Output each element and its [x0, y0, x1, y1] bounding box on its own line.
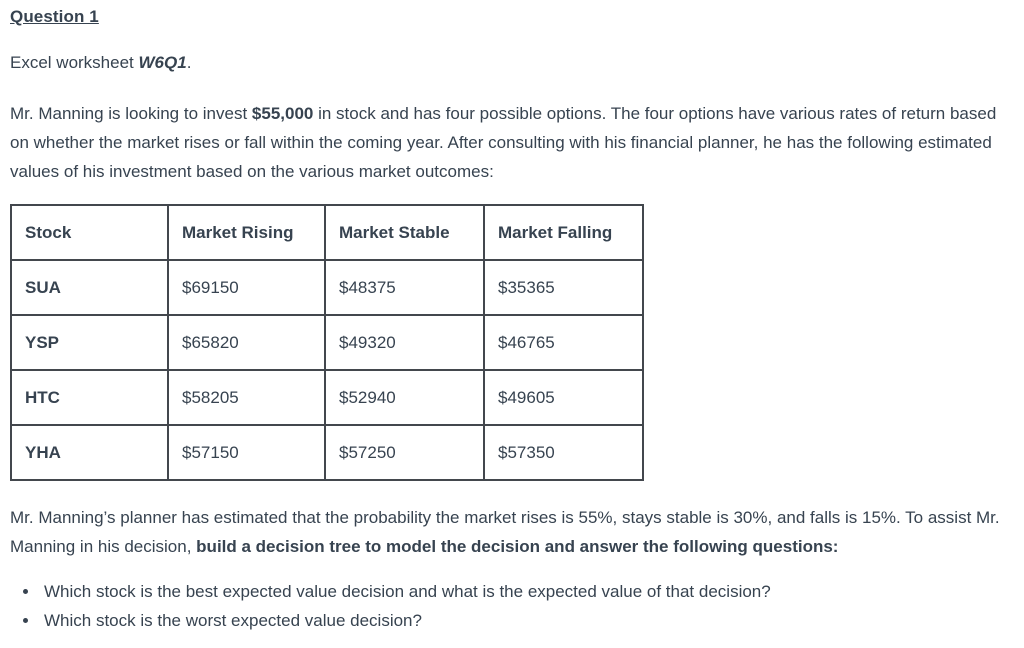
worksheet-name: W6Q1: [138, 53, 187, 72]
stock-name-cell: HTC: [10, 369, 169, 426]
question-item: Which stock is the worst expected value …: [40, 606, 1014, 635]
intro-paragraph: Mr. Manning is looking to invest $55,000…: [10, 99, 1014, 186]
column-header-market-rising: Market Rising: [167, 204, 326, 261]
value-cell: $49320: [324, 314, 485, 371]
column-header-market-falling: Market Falling: [483, 204, 644, 261]
column-header-stock: Stock: [10, 204, 169, 261]
stock-values-table: Stock Market Rising Market Stable Market…: [10, 204, 644, 481]
value-cell: $65820: [167, 314, 326, 371]
intro-text-end: in stock and has four possible options. …: [10, 104, 997, 181]
probability-paragraph: Mr. Manning’s planner has estimated that…: [10, 503, 1014, 561]
table-row: YSP $65820 $49320 $46765: [10, 314, 644, 371]
table-header-row: Stock Market Rising Market Stable Market…: [10, 204, 644, 261]
value-cell: $46765: [483, 314, 644, 371]
task-instruction: build a decision tree to model the decis…: [196, 537, 839, 556]
value-cell: $57350: [483, 424, 644, 481]
question-page: Question 1 Excel worksheet W6Q1. Mr. Man…: [0, 0, 1024, 635]
probability-text: Mr. Manning’s planner has estimated that…: [10, 508, 1000, 556]
value-cell: $35365: [483, 259, 644, 316]
investment-amount: $55,000: [251, 104, 314, 123]
table-row: HTC $58205 $52940 $49605: [10, 369, 644, 426]
stock-name-cell: SUA: [10, 259, 169, 316]
value-cell: $48375: [324, 259, 485, 316]
page-title: Question 1: [10, 7, 99, 26]
value-cell: $57250: [324, 424, 485, 481]
value-cell: $69150: [167, 259, 326, 316]
table-row: YHA $57150 $57250 $57350: [10, 424, 644, 481]
column-header-market-stable: Market Stable: [324, 204, 485, 261]
value-cell: $52940: [324, 369, 485, 426]
value-cell: $57150: [167, 424, 326, 481]
question-list: Which stock is the best expected value d…: [10, 577, 1014, 635]
stock-name-cell: YHA: [10, 424, 169, 481]
worksheet-period: .: [186, 53, 192, 72]
worksheet-line: Excel worksheet W6Q1.: [10, 53, 1014, 73]
value-cell: $49605: [483, 369, 644, 426]
intro-text-start: Mr. Manning is looking to invest: [10, 104, 252, 123]
value-cell: $58205: [167, 369, 326, 426]
worksheet-label: Excel worksheet: [10, 53, 139, 72]
stock-name-cell: YSP: [10, 314, 169, 371]
question-item: Which stock is the best expected value d…: [40, 577, 1014, 606]
table-row: SUA $69150 $48375 $35365: [10, 259, 644, 316]
